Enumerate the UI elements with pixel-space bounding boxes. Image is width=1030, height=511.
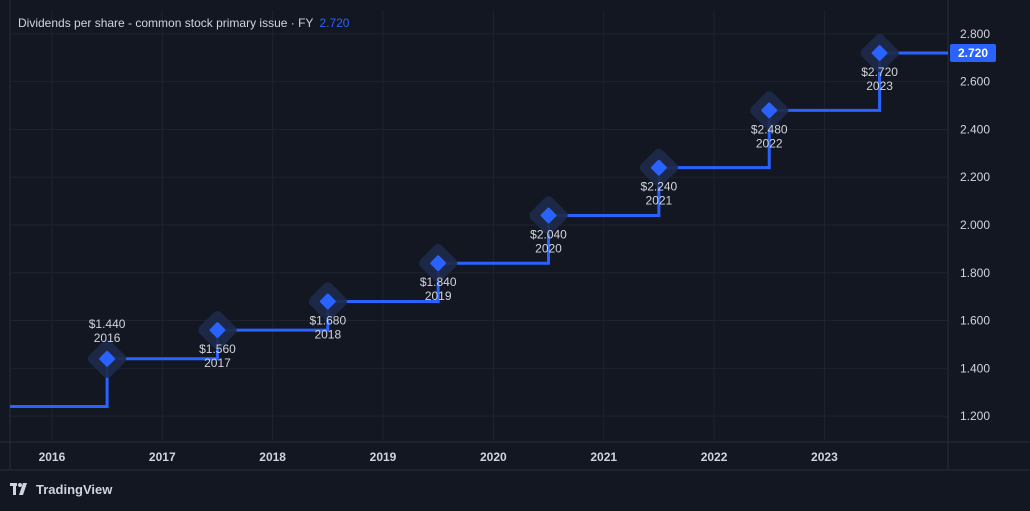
data-marker [761, 102, 778, 119]
chart-legend: Dividends per share - common stock prima… [18, 16, 349, 30]
y-tick-label: 1.800 [960, 266, 990, 280]
y-tick-label: 2.000 [960, 218, 990, 232]
last-price-label-bg [950, 44, 996, 62]
legend-title: Dividends per share - common stock prima… [18, 16, 314, 30]
data-value-label: $1.440 [89, 317, 126, 331]
data-marker [319, 293, 336, 310]
y-tick-label: 1.400 [960, 361, 990, 375]
data-value-label: $2.480 [751, 122, 788, 136]
tradingview-logo-icon [10, 483, 27, 495]
tradingview-brand[interactable]: TradingView [10, 480, 112, 498]
data-marker [651, 159, 667, 176]
data-year-label: 2018 [314, 327, 341, 341]
data-year-label: 2016 [94, 331, 121, 345]
data-year-label: 2020 [535, 241, 562, 255]
data-value-label: $2.720 [861, 65, 898, 79]
x-tick-label: 2019 [370, 450, 397, 464]
data-year-label: 2019 [425, 289, 452, 303]
x-tick-label: 2017 [149, 450, 176, 464]
y-tick-label: 2.800 [960, 27, 990, 41]
data-marker [430, 255, 447, 272]
y-tick-label: 2.600 [960, 75, 990, 89]
data-marker [540, 207, 557, 224]
data-value-label: $1.840 [420, 275, 457, 289]
dividend-step-line [10, 51, 948, 409]
data-marker [99, 350, 115, 367]
x-tick-label: 2023 [811, 450, 838, 464]
data-value-label: $2.240 [641, 180, 678, 194]
data-year-label: 2021 [646, 194, 673, 208]
data-marker [871, 45, 888, 61]
data-marker [209, 322, 226, 338]
brand-name: TradingView [36, 481, 113, 497]
x-tick-label: 2018 [259, 450, 286, 464]
last-price-label: 2.720 [958, 46, 988, 60]
y-tick-label: 1.600 [960, 314, 990, 328]
y-tick-label: 2.200 [960, 170, 990, 184]
data-value-label: $1.560 [199, 342, 236, 356]
x-tick-label: 2016 [39, 450, 66, 464]
data-value-label: $1.680 [309, 313, 346, 327]
data-year-label: 2023 [866, 79, 893, 93]
x-tick-label: 2020 [480, 450, 507, 464]
data-year-label: 2017 [204, 356, 231, 370]
data-year-label: 2022 [756, 136, 783, 150]
data-value-label: $2.040 [530, 227, 567, 241]
y-tick-label: 1.200 [960, 409, 990, 423]
y-tick-label: 2.400 [960, 122, 990, 136]
legend-value: 2.720 [319, 16, 350, 30]
x-tick-label: 2022 [701, 450, 728, 464]
x-tick-label: 2021 [590, 450, 617, 464]
